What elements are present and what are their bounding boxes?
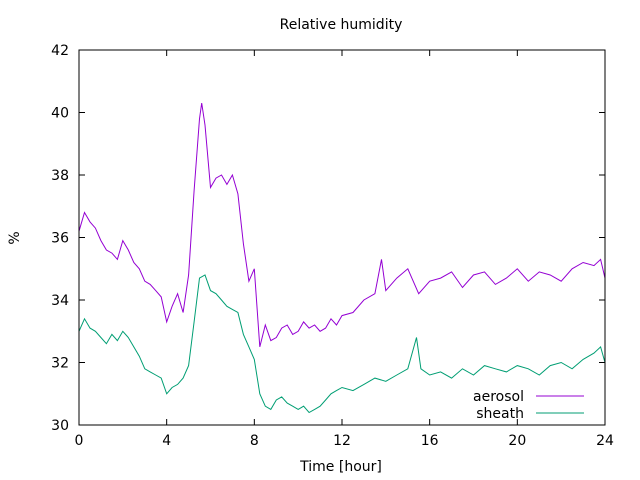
y-tick-label: 32 [51,356,69,372]
y-axis-label: % [7,231,23,244]
series-lines [78,103,606,414]
legend-label-sheath: sheath [476,406,524,422]
series-line-aerosol [78,103,606,348]
chart-title: Relative humidity [280,17,403,33]
legend-label-aerosol: aerosol [473,389,524,405]
x-tick-label: 16 [421,433,439,449]
axis-ticks: 0 4 8 12 16 20 24 30 32 34 36 38 40 42 [51,43,614,449]
y-tick-label: 38 [51,168,69,184]
x-tick-label: 12 [333,433,351,449]
x-axis-label: Time [hour] [299,459,382,475]
x-tick-label: 20 [508,433,526,449]
plot-frame [78,49,606,426]
x-tick-label: 4 [162,433,171,449]
x-tick-label: 24 [596,433,614,449]
x-tick-label: 8 [250,433,259,449]
series-line-sheath [78,274,606,414]
y-tick-label: 40 [51,106,69,122]
y-tick-label: 36 [51,231,69,247]
y-tick-label: 34 [51,293,69,309]
y-tick-label: 42 [51,43,69,59]
x-tick-label: 0 [75,433,84,449]
y-tick-label: 30 [51,418,69,434]
